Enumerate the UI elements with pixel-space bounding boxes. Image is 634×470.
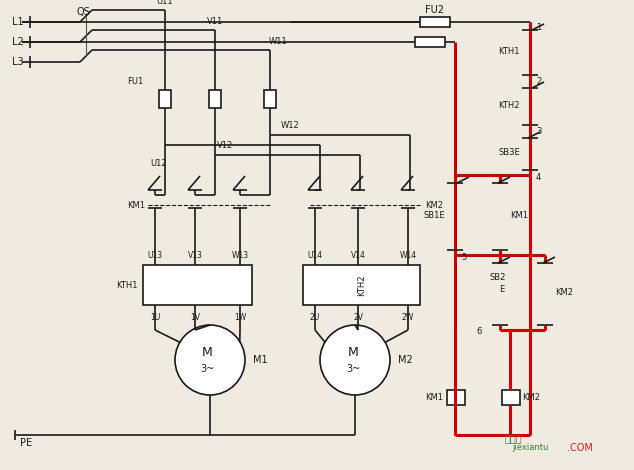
Text: U11: U11: [157, 0, 173, 7]
Text: KM2: KM2: [555, 288, 573, 297]
Text: W11: W11: [269, 38, 287, 47]
Text: 3~: 3~: [200, 364, 214, 374]
Text: 接线图: 接线图: [505, 433, 522, 443]
Text: 1W: 1W: [234, 313, 246, 321]
Text: M: M: [202, 345, 212, 359]
Text: U12: U12: [150, 158, 167, 167]
Text: 3~: 3~: [346, 364, 360, 374]
Text: U14: U14: [307, 251, 323, 259]
Text: 5: 5: [461, 252, 466, 261]
Bar: [143, 265, 252, 305]
Circle shape: [175, 325, 245, 395]
Text: SB2: SB2: [490, 273, 506, 282]
Text: V13: V13: [188, 251, 202, 259]
Text: QS: QS: [76, 7, 90, 17]
Text: KM2: KM2: [425, 201, 443, 210]
Text: KM1: KM1: [425, 393, 443, 402]
Text: KTH1: KTH1: [498, 47, 520, 55]
Text: V14: V14: [351, 251, 365, 259]
Text: 1V: 1V: [190, 313, 200, 321]
Text: V12: V12: [217, 141, 233, 149]
Text: SB3E: SB3E: [498, 148, 520, 157]
Text: 2: 2: [536, 78, 541, 86]
Bar: [415, 37, 445, 47]
Text: 2W: 2W: [402, 313, 414, 321]
Text: FU1: FU1: [127, 78, 143, 86]
Text: M: M: [347, 345, 358, 359]
Text: L3: L3: [12, 57, 23, 67]
Text: KTH1: KTH1: [117, 281, 138, 290]
Circle shape: [320, 325, 390, 395]
Text: M2: M2: [398, 355, 413, 365]
Text: W14: W14: [399, 251, 417, 259]
Text: PE: PE: [20, 438, 32, 448]
Text: KM1: KM1: [127, 201, 145, 210]
Text: .COM: .COM: [567, 443, 593, 453]
Text: 6: 6: [476, 328, 481, 337]
Text: KTH2: KTH2: [357, 274, 366, 296]
Bar: [502, 390, 520, 405]
Bar: [447, 390, 465, 405]
Text: 1: 1: [536, 23, 541, 31]
Text: 3: 3: [536, 127, 541, 136]
Text: W12: W12: [281, 120, 299, 130]
Text: KTH2: KTH2: [498, 101, 520, 110]
Bar: [159, 90, 171, 108]
Text: 1U: 1U: [150, 313, 160, 321]
Text: E: E: [500, 285, 505, 295]
Text: L1: L1: [12, 17, 23, 27]
Text: M1: M1: [253, 355, 268, 365]
Bar: [303, 265, 420, 305]
Text: SB1E: SB1E: [424, 211, 445, 219]
Text: 2V: 2V: [353, 313, 363, 321]
Bar: [264, 90, 276, 108]
Text: W13: W13: [231, 251, 249, 259]
Text: jiexiantu: jiexiantu: [512, 444, 548, 453]
Bar: [420, 17, 450, 27]
Text: V11: V11: [207, 17, 223, 26]
Text: 4: 4: [536, 172, 541, 181]
Text: L2: L2: [12, 37, 23, 47]
Bar: [209, 90, 221, 108]
Text: KM2: KM2: [522, 393, 540, 402]
Text: KM1: KM1: [510, 211, 528, 219]
Text: FU2: FU2: [425, 5, 444, 15]
Text: 2U: 2U: [310, 313, 320, 321]
Text: U13: U13: [148, 251, 162, 259]
